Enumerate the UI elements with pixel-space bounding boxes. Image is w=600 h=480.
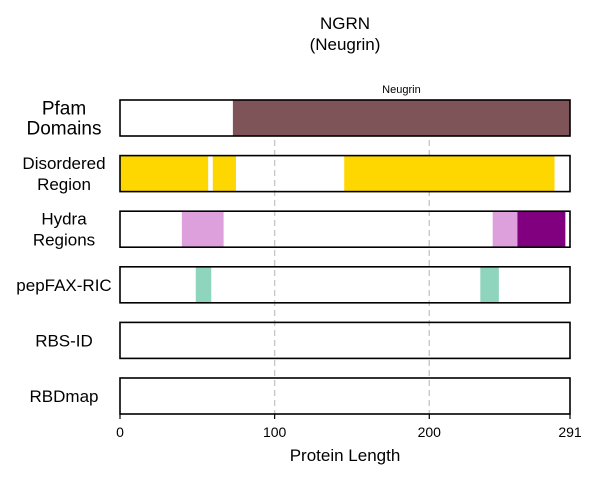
track-segment [181,211,224,248]
track-border [119,265,571,304]
x-tick-label: 100 [263,424,287,440]
track-segment [195,266,212,303]
chart-title: NGRN [320,14,370,33]
track-label: pepFAX-RIC [16,276,111,295]
track-label: Disordered [22,154,105,173]
track-segment [120,155,209,192]
track-border [119,99,571,137]
track: pepFAX-RIC [16,265,571,304]
x-tick-label: 0 [116,424,124,440]
x-tick-label: 291 [558,424,582,440]
segment-label: Neugrin [382,84,421,96]
x-tick-label: 200 [418,424,442,440]
track: RBS-ID [35,321,571,360]
track-label: Hydra [41,210,87,229]
track-label: RBDmap [30,387,99,406]
track-segment [480,266,499,303]
track-segment [232,100,570,136]
x-axis: 0 100 200 291 [116,414,582,440]
track-label: RBS-ID [35,331,93,350]
track-label: Domains [27,119,102,140]
track-segment [212,155,236,192]
track-segment [344,155,555,192]
track-label: Region [37,175,91,194]
track-label: Pfam [42,99,86,120]
track-border [119,154,571,193]
track: Hydra Regions [33,210,571,250]
track: RBDmap [30,377,571,415]
x-axis-label: Protein Length [290,446,401,465]
track-label: Regions [33,231,95,250]
track-segment [517,211,566,248]
track-border [119,377,571,415]
grid-lines [273,100,430,414]
chart-subtitle: (Neugrin) [310,35,381,54]
track: Disordered Region [22,154,571,194]
track-segment [492,211,518,248]
track-border [119,210,571,248]
track-border [119,321,571,360]
